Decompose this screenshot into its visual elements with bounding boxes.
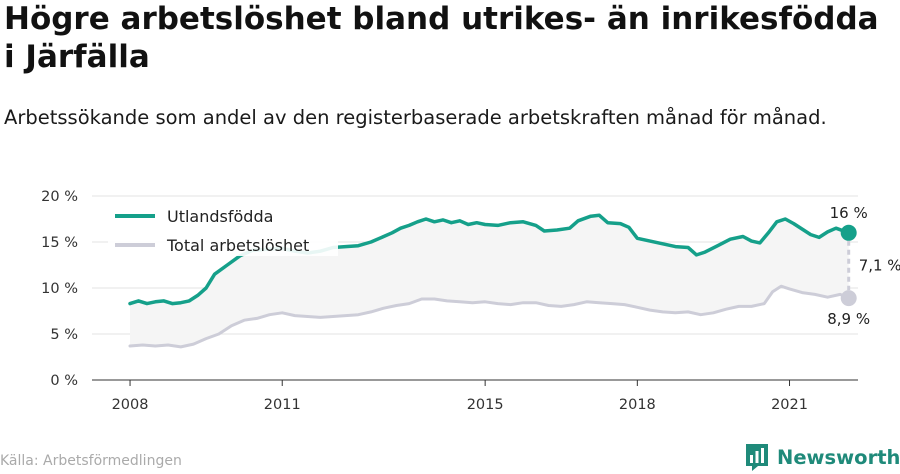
series-line-0 [128, 213, 851, 306]
end-point-total [840, 290, 857, 307]
x-tick-label: 2008 [112, 397, 149, 413]
chart-title: Högre arbetslöshet bland utrikes- än inr… [4, 1, 879, 75]
end-point-foreign [840, 224, 857, 241]
y-tick-label: 20 % [41, 189, 78, 205]
y-tick-label: 5 % [50, 327, 78, 343]
axes: 0 % 5 % 10 % 15 % 20 % 2008 2011 2015 2018 2021 [41, 189, 858, 413]
x-tick-label: 2021 [771, 397, 808, 413]
chart-subtitle: Arbetssökande som andel av den registerb… [4, 106, 827, 129]
line-chart: 0 % 5 % 10 % 15 % 20 % 2008 2011 2015 2018 2021 U… [41, 189, 900, 413]
x-tick-label: 2015 [467, 397, 504, 413]
legend: Utlandsfödda Total arbetslöshet [108, 199, 338, 256]
newsworthy-logo-icon [746, 444, 768, 471]
gap-area [130, 215, 849, 347]
end-label-total: 8,9 % [827, 310, 870, 328]
series-lines [128, 213, 851, 349]
end-annotations: 16 % 8,9 % 7,1 % [827, 204, 900, 328]
series-line-1 [128, 284, 851, 349]
legend-bg [108, 228, 338, 256]
legend-label: Utlandsfödda [167, 207, 273, 226]
end-label-foreign: 16 % [830, 204, 868, 222]
legend-bg [108, 199, 338, 227]
y-tick-label: 10 % [41, 281, 78, 297]
brand-name: Newsworthy [777, 445, 900, 469]
gap-fill [130, 215, 849, 347]
source-note: Källa: Arbetsförmedlingen [0, 453, 182, 469]
brand-logo: Newsworthy [744, 441, 900, 473]
x-tick-label: 2018 [619, 397, 656, 413]
difference-label: 7,1 % [859, 256, 900, 274]
legend-label: Total arbetslöshet [166, 236, 309, 255]
y-tick-label: 15 % [41, 235, 78, 251]
y-tick-label: 0 % [50, 373, 78, 389]
x-tick-label: 2011 [264, 397, 301, 413]
